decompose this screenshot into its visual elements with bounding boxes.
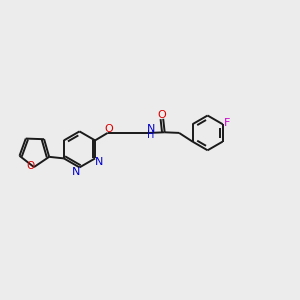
Text: N: N [72, 167, 81, 177]
Text: N: N [95, 157, 103, 167]
Text: O: O [26, 160, 34, 171]
Text: H: H [147, 130, 154, 140]
Text: N: N [146, 124, 155, 134]
Text: O: O [105, 124, 114, 134]
Text: F: F [224, 118, 231, 128]
Text: O: O [158, 110, 166, 120]
